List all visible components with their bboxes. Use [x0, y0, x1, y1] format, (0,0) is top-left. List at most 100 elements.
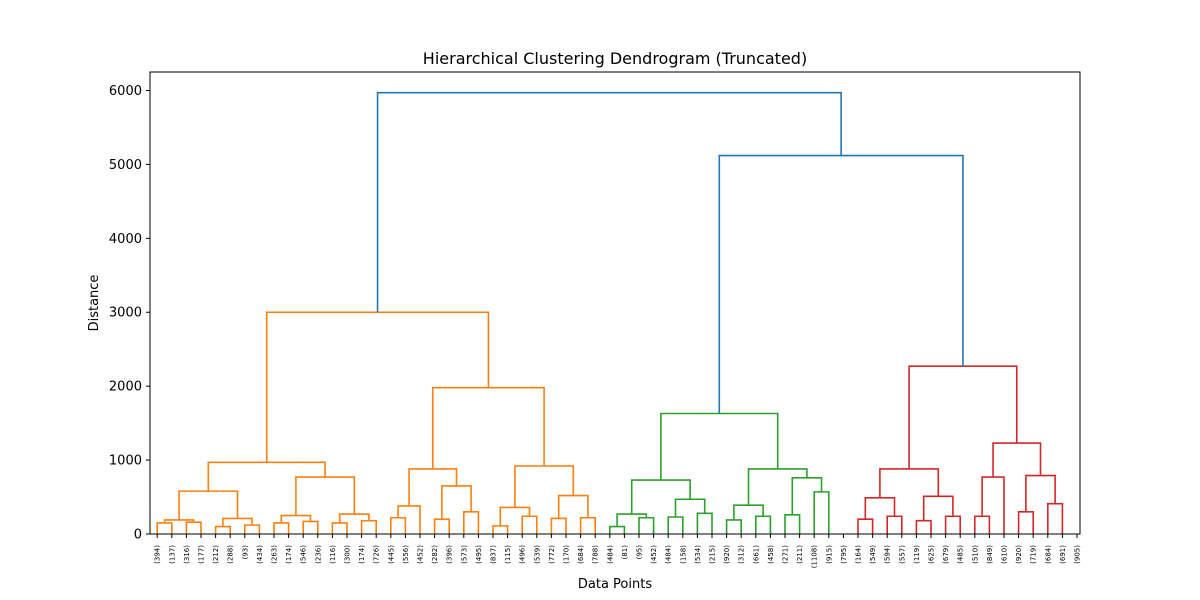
x-tick-label: (81)	[621, 545, 629, 560]
x-axis: (394) (137) (316) (177) (212) (288) (93) (434) (…	[154, 534, 1082, 568]
dendrogram-link	[1047, 502, 1064, 534]
x-tick-label: (557)	[898, 545, 906, 564]
dendrogram-link	[616, 513, 648, 527]
x-tick-label: (312)	[738, 545, 746, 564]
x-tick-label: (271)	[782, 545, 790, 564]
x-tick-label: (573)	[460, 545, 468, 564]
y-tick-label: 4000	[109, 232, 142, 247]
x-axis-label: Data Points	[578, 577, 652, 592]
x-tick-label: (920)	[723, 545, 731, 564]
x-tick-label: (496)	[519, 545, 527, 564]
x-tick-label: (116)	[329, 545, 337, 564]
y-axis-label: Distance	[87, 275, 102, 332]
x-tick-label: (484)	[606, 545, 614, 564]
x-tick-label: (458)	[767, 545, 775, 564]
y-tick-label: 0	[134, 528, 142, 543]
x-tick-label: (510)	[971, 545, 979, 564]
x-tick-label: (177)	[198, 545, 206, 564]
dendrogram-link	[499, 506, 531, 526]
x-tick-label: (849)	[986, 545, 994, 564]
plot-frame	[149, 71, 1081, 535]
x-tick-label: (539)	[533, 545, 541, 564]
x-tick-label: (263)	[271, 545, 279, 564]
dendrogram-link	[579, 516, 596, 534]
x-tick-label: (556)	[402, 545, 410, 564]
x-tick-label: (788)	[592, 545, 600, 564]
x-tick-label: (174)	[358, 545, 366, 564]
y-tick-label: 3000	[109, 306, 142, 321]
x-tick-label: (164)	[855, 545, 863, 564]
x-tick-label: (719)	[1030, 545, 1038, 564]
x-tick-label: (772)	[548, 545, 556, 564]
dendrogram-link	[908, 365, 1018, 469]
x-tick-label: (684)	[577, 545, 585, 564]
x-tick-label: (396)	[446, 545, 454, 564]
dendrogram-link	[185, 521, 202, 534]
x-tick-label: (726)	[373, 545, 381, 564]
x-tick-label: (920)	[1015, 545, 1023, 564]
x-tick-label: (485)	[957, 545, 965, 564]
x-tick-label: (1108)	[811, 545, 819, 569]
dendrogram-link	[784, 513, 801, 534]
dendrogram-link	[550, 517, 567, 534]
x-tick-label: (837)	[490, 545, 498, 564]
dendrogram-link	[638, 516, 655, 534]
dendrogram-link	[718, 154, 964, 414]
x-tick-label: (546)	[300, 545, 308, 564]
x-tick-label: (316)	[183, 545, 191, 564]
x-tick-label: (691)	[1059, 545, 1067, 564]
x-tick-label: (684)	[1044, 545, 1052, 564]
chart-title: Hierarchical Clustering Dendrogram (Trun…	[423, 49, 807, 68]
x-tick-label: (137)	[168, 545, 176, 564]
x-tick-label: (115)	[504, 545, 512, 564]
x-tick-label: (679)	[942, 545, 950, 564]
dendrogram-link	[207, 461, 326, 492]
x-tick-label: (610)	[1001, 545, 1009, 564]
x-tick-label: (549)	[869, 545, 877, 564]
dendrogram-link	[557, 494, 589, 519]
x-tick-label: (394)	[154, 545, 162, 564]
x-tick-label: (484)	[665, 545, 673, 564]
dendrogram-link	[244, 524, 261, 534]
x-tick-label: (288)	[227, 545, 235, 564]
x-tick-label: (158)	[679, 545, 687, 564]
x-tick-label: (282)	[431, 545, 439, 564]
x-tick-label: (594)	[884, 545, 892, 564]
y-tick-label: 1000	[109, 454, 142, 469]
dendrogram-link	[514, 465, 575, 508]
x-tick-label: (93)	[241, 545, 249, 560]
dendrogram-link	[791, 477, 823, 515]
x-tick-label: (452)	[417, 545, 425, 564]
x-tick-label: (434)	[256, 545, 264, 564]
x-tick-label: (215)	[709, 545, 717, 564]
y-axis: 0 1000 2000 3000 4000 5000 6000	[109, 84, 150, 543]
dendrogram-link	[813, 491, 830, 534]
x-tick-label: (495)	[475, 545, 483, 564]
y-tick-label: 6000	[109, 84, 142, 99]
x-tick-label: (211)	[796, 545, 804, 564]
dendrogram-link	[674, 498, 706, 517]
x-tick-label: (534)	[694, 545, 702, 564]
dendrogram-link	[302, 520, 319, 534]
x-tick-label: (95)	[636, 545, 644, 560]
x-tick-label: (795)	[840, 545, 848, 564]
dendrogram-links	[156, 91, 1064, 534]
x-tick-label: (300)	[344, 545, 352, 564]
x-tick-label: (174)	[285, 545, 293, 564]
x-tick-label: (212)	[212, 545, 220, 564]
dendrogram-link	[922, 495, 954, 521]
y-tick-label: 5000	[109, 158, 142, 173]
dendrogram-link	[492, 525, 509, 534]
x-tick-label: (915)	[825, 545, 833, 564]
x-tick-label: (661)	[752, 545, 760, 564]
x-tick-label: (625)	[928, 545, 936, 564]
dendrogram-link	[222, 517, 253, 527]
dendrogram-link	[376, 91, 842, 313]
x-tick-label: (119)	[913, 545, 921, 564]
y-tick-label: 2000	[109, 380, 142, 395]
x-tick-label: (452)	[650, 545, 658, 564]
dendrogram-link	[390, 516, 407, 534]
dendrogram-link	[981, 476, 1005, 534]
